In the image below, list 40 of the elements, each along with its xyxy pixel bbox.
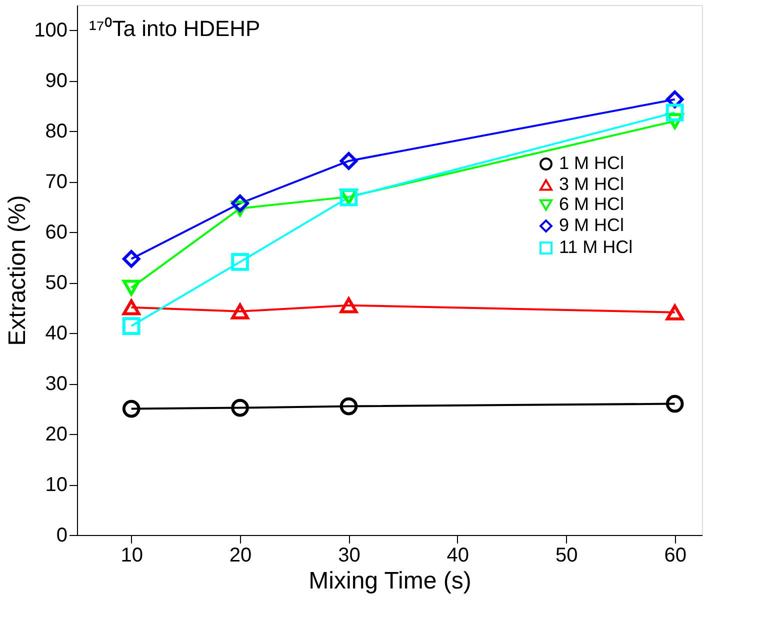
x-tick-label: 50 bbox=[556, 544, 578, 566]
point bbox=[122, 400, 140, 418]
point bbox=[122, 299, 140, 316]
point bbox=[231, 194, 249, 212]
legend-label: 3 M HCl bbox=[559, 174, 624, 194]
x-tick-label: 10 bbox=[120, 544, 143, 566]
point bbox=[122, 250, 140, 268]
point bbox=[340, 397, 358, 416]
legend-label: 6 M HCl bbox=[559, 194, 624, 214]
y-tick-label: 60 bbox=[45, 222, 68, 244]
x-tick-label: 40 bbox=[446, 544, 470, 566]
y-tick-label: 10 bbox=[45, 474, 68, 496]
x-axis-title: Mixing Time (s) bbox=[308, 568, 472, 594]
y-axis-title: Extraction (%) bbox=[4, 195, 32, 346]
y-tick-label: 80 bbox=[45, 120, 68, 143]
y-tick-label: 0 bbox=[56, 524, 68, 546]
x-tick-label: 30 bbox=[338, 544, 360, 566]
point bbox=[340, 297, 358, 314]
point bbox=[122, 280, 140, 296]
legend-label: 9 M HCl bbox=[559, 215, 624, 235]
point bbox=[340, 152, 358, 170]
y-tick-label: 30 bbox=[45, 373, 68, 396]
x-tick-label: 60 bbox=[664, 544, 686, 566]
point bbox=[231, 253, 249, 271]
point bbox=[666, 304, 684, 320]
legend-label: 11 M HCl bbox=[559, 237, 633, 257]
point bbox=[231, 398, 249, 417]
y-tick-label: 40 bbox=[45, 322, 68, 345]
y-tick-label: 50 bbox=[45, 272, 68, 294]
point bbox=[666, 104, 684, 122]
y-tick-label: 100 bbox=[34, 20, 68, 42]
legend-label: 1 M HCl bbox=[559, 153, 624, 173]
y-tick-label: 90 bbox=[45, 70, 68, 92]
y-tick-label: 70 bbox=[45, 171, 68, 194]
y-tick-label: 20 bbox=[45, 424, 68, 446]
point bbox=[231, 303, 249, 320]
x-tick-label: 20 bbox=[229, 544, 252, 566]
point bbox=[666, 394, 684, 413]
point bbox=[122, 317, 140, 335]
annotation: ¹⁷⁰Ta into HDEHP bbox=[89, 16, 260, 41]
